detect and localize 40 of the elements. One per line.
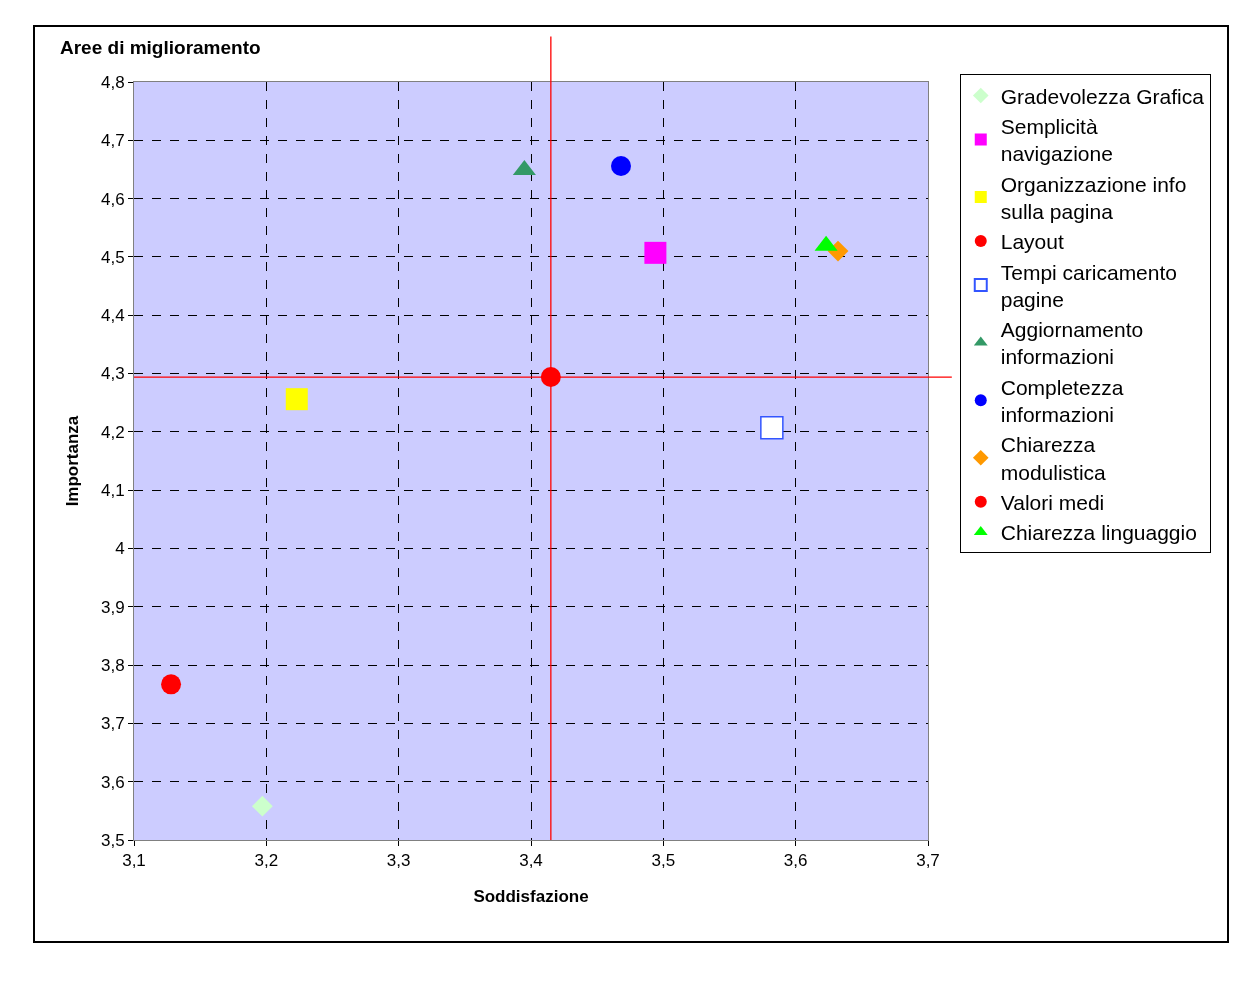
legend-label: Gradevolezza Grafica <box>1000 84 1205 108</box>
x-tick-label: 3,5 <box>651 851 676 871</box>
point <box>611 155 631 176</box>
x-tick-label: 3,2 <box>254 851 279 871</box>
y-tick-label: 4,1 <box>100 481 125 501</box>
x-tick-label: 3,1 <box>122 851 146 871</box>
x-tick-label: 3,3 <box>386 851 411 871</box>
y-axis-title: Importanza <box>62 415 82 507</box>
legend-label: Completezza informazioni <box>1000 375 1124 427</box>
point <box>644 241 667 264</box>
y-tick-label: 4,5 <box>100 247 125 267</box>
point <box>251 795 273 817</box>
legend-label: Chiarezza modulistica <box>1000 433 1107 484</box>
legend-label: Chiarezza linguaggio <box>1000 521 1197 545</box>
legend-label: Organizzazione info sulla pagina <box>1000 172 1187 223</box>
y-tick-label: 4,8 <box>100 72 125 92</box>
y-tick-label: 4,2 <box>100 422 125 442</box>
y-tick-label: 4,3 <box>100 364 125 384</box>
y-tick-label: 3,7 <box>100 714 125 734</box>
point <box>760 416 784 440</box>
point <box>161 674 182 695</box>
y-tick-label: 4,7 <box>100 131 125 151</box>
y-tick-label: 3,5 <box>100 830 125 850</box>
x-tick-label: 3,6 <box>783 851 808 871</box>
legend-label: Valori medi <box>1000 490 1105 514</box>
y-tick-label: 4,4 <box>100 306 125 326</box>
x-axis-title: Soddisfazione <box>473 886 589 906</box>
y-tick-label: 4 <box>115 539 125 559</box>
y-tick-label: 3,9 <box>100 597 125 617</box>
y-tick-label: 3,8 <box>100 656 125 676</box>
x-tick-label: 3,4 <box>519 851 543 871</box>
x-tick-label: 3,7 <box>916 851 940 871</box>
legend-label: Semplicità navigazione <box>1000 115 1113 166</box>
legend-label: Aggiornamento informazioni <box>1000 318 1144 369</box>
chart-title: Aree di miglioramento <box>60 36 261 58</box>
legend-label: Layout <box>1000 230 1064 254</box>
y-tick-label: 4,6 <box>100 189 125 209</box>
point <box>285 388 308 411</box>
legend-label: Tempi caricamento pagine <box>1000 260 1177 311</box>
y-tick-label: 3,6 <box>100 772 125 792</box>
